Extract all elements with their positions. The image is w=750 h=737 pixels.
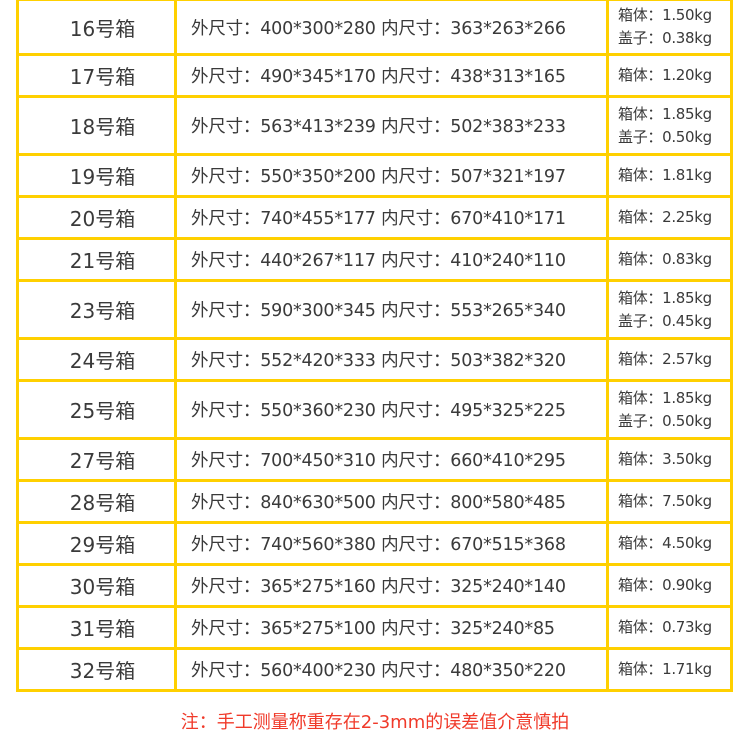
box-dimensions: 外尺寸：490*345*170 内尺寸：438*313*165: [177, 56, 609, 95]
box-weight-cell: 箱体：2.57kg: [609, 340, 730, 379]
box-dimensions: 外尺寸：563*413*239 内尺寸：502*383*233: [177, 98, 609, 153]
box-model: 27号箱: [19, 440, 177, 479]
box-weight-cell: 箱体：7.50kg: [609, 482, 730, 521]
body-weight: 箱体：0.90kg: [618, 576, 712, 594]
box-dimensions: 外尺寸：550*350*200 内尺寸：507*321*197: [177, 156, 609, 195]
body-weight: 箱体：0.73kg: [618, 618, 712, 636]
box-model: 20号箱: [19, 198, 177, 237]
body-weight: 箱体：4.50kg: [618, 534, 712, 552]
box-weight-cell: 箱体：0.73kg: [609, 608, 730, 647]
box-model: 17号箱: [19, 56, 177, 95]
table-row: 16号箱 外尺寸：400*300*280 内尺寸：363*263*266 箱体：1.…: [16, 0, 733, 56]
table-row: 18号箱 外尺寸：563*413*239 内尺寸：502*383*233 箱体：1.…: [16, 98, 733, 156]
body-weight: 箱体：2.57kg: [618, 350, 712, 368]
box-model: 16号箱: [19, 1, 177, 53]
lid-weight: 盖子：0.50kg: [618, 127, 712, 146]
box-dimensions: 外尺寸：365*275*160 内尺寸：325*240*140: [177, 566, 609, 605]
table-row: 28号箱 外尺寸：840*630*500 内尺寸：800*580*485 箱体：7.…: [16, 482, 733, 524]
box-dimensions: 外尺寸：840*630*500 内尺寸：800*580*485: [177, 482, 609, 521]
body-weight: 箱体：1.50kg: [618, 6, 712, 24]
lid-weight: 盖子：0.38kg: [618, 29, 712, 47]
box-weight-cell: 箱体：1.85kg 盖子：0.50kg: [609, 98, 730, 153]
box-dimensions: 外尺寸：740*455*177 内尺寸：670*410*171: [177, 198, 609, 237]
box-dimensions: 外尺寸：740*560*380 内尺寸：670*515*368: [177, 524, 609, 563]
box-dimensions: 外尺寸：365*275*100 内尺寸：325*240*85: [177, 608, 609, 647]
box-dimensions: 外尺寸：400*300*280 内尺寸：363*263*266: [177, 1, 609, 53]
lid-weight: 盖子：0.50kg: [618, 411, 712, 430]
table-row: 21号箱 外尺寸：440*267*117 内尺寸：410*240*110 箱体：0.…: [16, 240, 733, 282]
box-dimensions: 外尺寸：440*267*117 内尺寸：410*240*110: [177, 240, 609, 279]
box-weight-cell: 箱体：1.85kg 盖子：0.50kg: [609, 382, 730, 437]
body-weight: 箱体：3.50kg: [618, 450, 712, 468]
box-dimensions: 外尺寸：590*300*345 内尺寸：553*265*340: [177, 282, 609, 337]
box-weight-cell: 箱体：3.50kg: [609, 440, 730, 479]
table-row: 24号箱 外尺寸：552*420*333 内尺寸：503*382*320 箱体：2.…: [16, 340, 733, 382]
box-model: 31号箱: [19, 608, 177, 647]
box-weight-cell: 箱体：1.20kg: [609, 56, 730, 95]
box-model: 28号箱: [19, 482, 177, 521]
table-row: 23号箱 外尺寸：590*300*345 内尺寸：553*265*340 箱体：1.…: [16, 282, 733, 340]
box-dimensions: 外尺寸：552*420*333 内尺寸：503*382*320: [177, 340, 609, 379]
table-row: 19号箱 外尺寸：550*350*200 内尺寸：507*321*197 箱体：1.…: [16, 156, 733, 198]
table-row: 17号箱 外尺寸：490*345*170 内尺寸：438*313*165 箱体：1.…: [16, 56, 733, 98]
box-size-table: 16号箱 外尺寸：400*300*280 内尺寸：363*263*266 箱体：1.…: [16, 0, 733, 692]
box-weight-cell: 箱体：0.90kg: [609, 566, 730, 605]
table-row: 29号箱 外尺寸：740*560*380 内尺寸：670*515*368 箱体：4.…: [16, 524, 733, 566]
table-row: 27号箱 外尺寸：700*450*310 内尺寸：660*410*295 箱体：3.…: [16, 440, 733, 482]
body-weight: 箱体：1.81kg: [618, 166, 712, 184]
table-row: 30号箱 外尺寸：365*275*160 内尺寸：325*240*140 箱体：0.…: [16, 566, 733, 608]
table-row: 31号箱 外尺寸：365*275*100 内尺寸：325*240*85 箱体：0.7…: [16, 608, 733, 650]
body-weight: 箱体：1.71kg: [618, 660, 712, 678]
box-model: 32号箱: [19, 650, 177, 689]
box-model: 21号箱: [19, 240, 177, 279]
box-model: 18号箱: [19, 98, 177, 153]
box-weight-cell: 箱体：1.85kg 盖子：0.45kg: [609, 282, 730, 337]
body-weight: 箱体：2.25kg: [618, 208, 712, 226]
box-dimensions: 外尺寸：560*400*230 内尺寸：480*350*220: [177, 650, 609, 689]
body-weight: 箱体：0.83kg: [618, 250, 712, 268]
lid-weight: 盖子：0.45kg: [618, 311, 712, 330]
box-weight-cell: 箱体：4.50kg: [609, 524, 730, 563]
body-weight: 箱体：1.85kg: [618, 388, 712, 407]
body-weight: 箱体：1.85kg: [618, 104, 712, 123]
body-weight: 箱体：1.20kg: [618, 66, 712, 84]
box-model: 19号箱: [19, 156, 177, 195]
box-dimensions: 外尺寸：700*450*310 内尺寸：660*410*295: [177, 440, 609, 479]
box-model: 24号箱: [19, 340, 177, 379]
box-model: 30号箱: [19, 566, 177, 605]
box-weight-cell: 箱体：0.83kg: [609, 240, 730, 279]
box-weight-cell: 箱体：1.81kg: [609, 156, 730, 195]
body-weight: 箱体：1.85kg: [618, 288, 712, 307]
box-weight-cell: 箱体：2.25kg: [609, 198, 730, 237]
table-row: 32号箱 外尺寸：560*400*230 内尺寸：480*350*220 箱体：1.…: [16, 650, 733, 692]
body-weight: 箱体：7.50kg: [618, 492, 712, 510]
box-model: 29号箱: [19, 524, 177, 563]
box-weight-cell: 箱体：1.50kg 盖子：0.38kg: [609, 1, 730, 53]
table-row: 20号箱 外尺寸：740*455*177 内尺寸：670*410*171 箱体：2.…: [16, 198, 733, 240]
box-model: 23号箱: [19, 282, 177, 337]
box-dimensions: 外尺寸：550*360*230 内尺寸：495*325*225: [177, 382, 609, 437]
table-row: 25号箱 外尺寸：550*360*230 内尺寸：495*325*225 箱体：1.…: [16, 382, 733, 440]
box-weight-cell: 箱体：1.71kg: [609, 650, 730, 689]
box-model: 25号箱: [19, 382, 177, 437]
measurement-note: 注：手工测量称重存在2-3mm的误差值介意慎拍: [180, 712, 570, 733]
